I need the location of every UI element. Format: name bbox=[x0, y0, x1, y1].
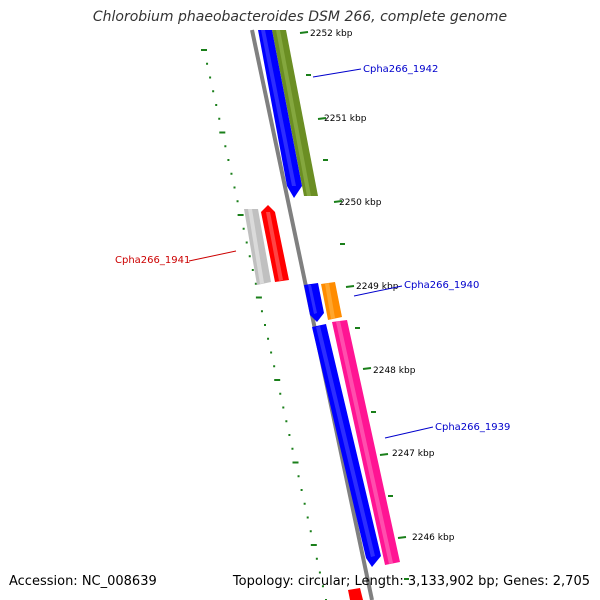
gene-label-leader bbox=[384, 426, 434, 439]
kbp-tick-mark bbox=[345, 285, 355, 288]
genome-summary-text: Topology: circular; Length: 3,133,902 bp… bbox=[232, 574, 590, 589]
outer-scale bbox=[299, 31, 409, 580]
gene-label-leader bbox=[188, 250, 237, 262]
kbp-tick-mark bbox=[299, 31, 309, 34]
gene-red-2[interactable] bbox=[348, 588, 363, 600]
gene-label-cpha266-1941[interactable]: Cpha266_1941 bbox=[115, 255, 190, 266]
kbp-tick-mark bbox=[397, 536, 407, 539]
gene-blue-2-highlight bbox=[308, 285, 317, 314]
gene-label-cpha266-1940[interactable]: Cpha266_1940 bbox=[404, 280, 479, 291]
gene-olive-highlight bbox=[276, 30, 311, 196]
kbp-tick-mark bbox=[333, 200, 343, 203]
gene-label-leader bbox=[353, 285, 403, 297]
map-title: Chlorobium phaeobacteroides DSM 266, com… bbox=[92, 9, 508, 25]
kbp-label: 2246 kbp bbox=[412, 533, 455, 543]
gene-orange-highlight bbox=[325, 283, 335, 319]
kbp-label: 2249 kbp bbox=[356, 282, 399, 292]
kbp-label: 2247 kbp bbox=[392, 449, 435, 459]
gene-blue-1-highlight bbox=[261, 30, 296, 186]
accession-text: Accession: NC_008639 bbox=[9, 574, 157, 589]
kbp-label: 2251 kbp bbox=[324, 114, 367, 124]
kbp-tick-mark bbox=[379, 453, 389, 456]
gene-blue-3-highlight bbox=[316, 326, 375, 557]
kbp-tick-mark bbox=[362, 367, 372, 370]
kbp-label: 2252 kbp bbox=[310, 29, 353, 39]
gene-label-leader bbox=[312, 68, 362, 78]
inner-scale-ticks bbox=[201, 49, 327, 600]
gene-label-cpha266-1939[interactable]: Cpha266_1939 bbox=[435, 422, 510, 433]
gene-red-1-highlight bbox=[266, 212, 283, 281]
kbp-label: 2248 kbp bbox=[373, 366, 416, 376]
gene-label-cpha266-1942[interactable]: Cpha266_1942 bbox=[363, 64, 438, 75]
gene-pink-highlight bbox=[336, 321, 393, 564]
kbp-label: 2250 kbp bbox=[339, 198, 382, 208]
kbp-tick-mark bbox=[317, 117, 327, 120]
gene-gray-highlight bbox=[248, 209, 264, 284]
